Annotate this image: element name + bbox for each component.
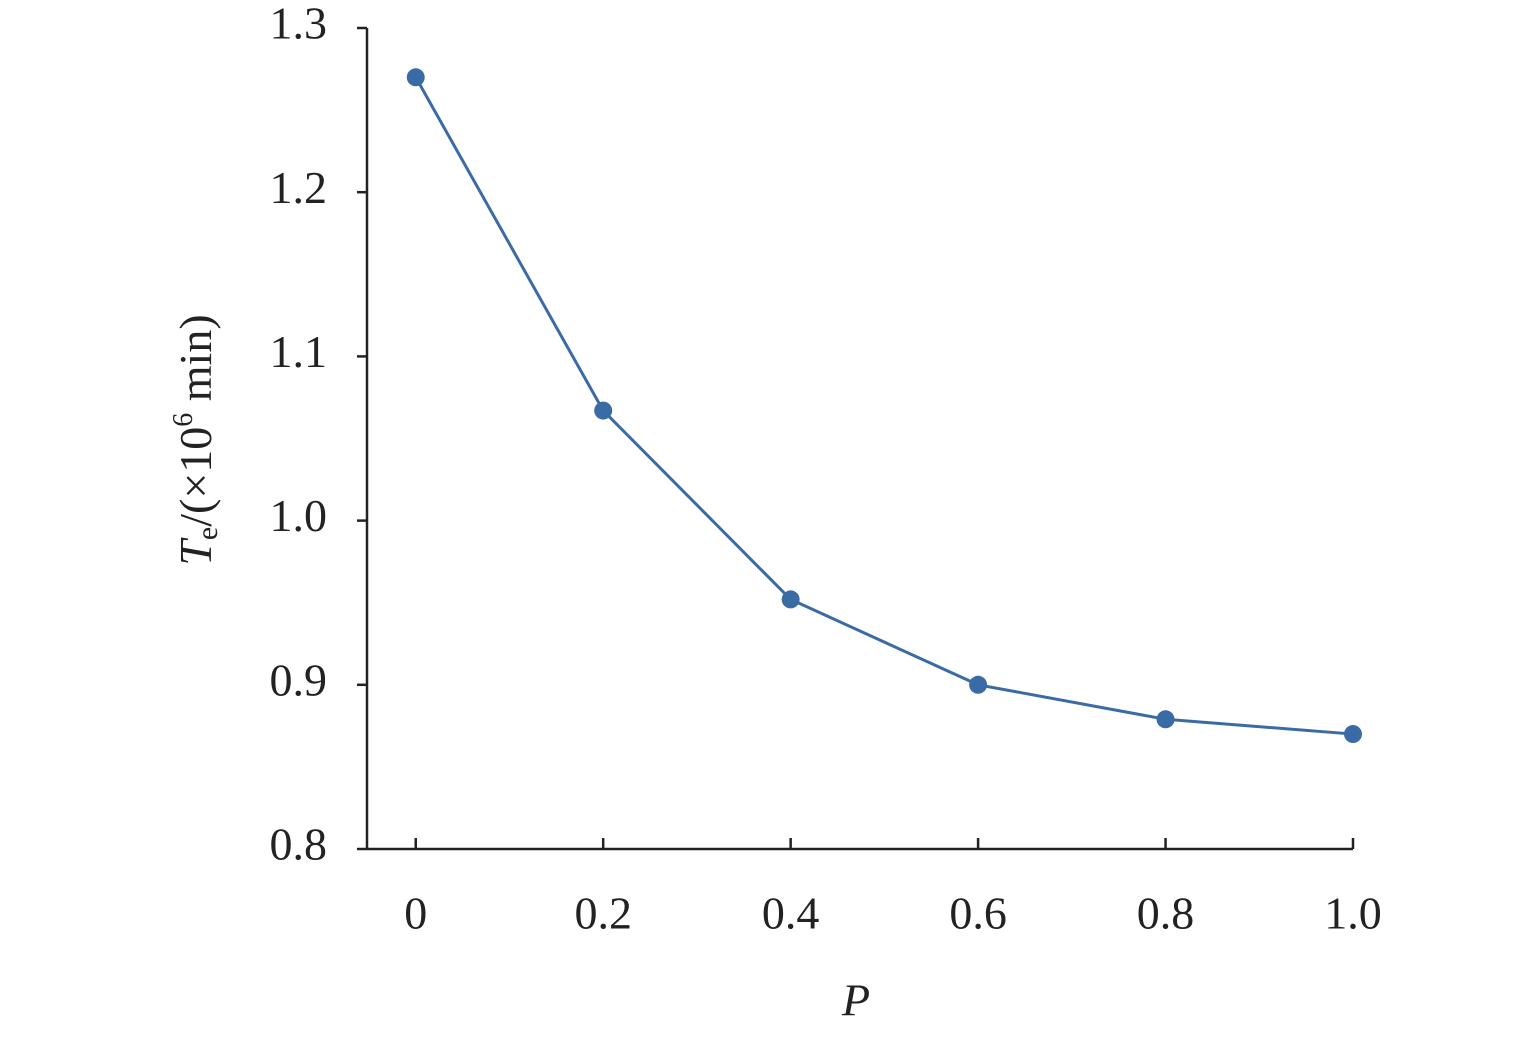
- y-tick-label: 0.8: [270, 819, 328, 870]
- y-label-exponent: 6: [168, 413, 199, 427]
- marker: [594, 401, 613, 420]
- marker: [781, 590, 800, 609]
- marker: [1344, 725, 1362, 744]
- y-tick-label: 1.1: [270, 326, 328, 377]
- y-tick-label: 1.3: [270, 0, 328, 49]
- marker: [969, 675, 988, 694]
- x-tick-label: 0.6: [949, 888, 1007, 939]
- y-label-unit: /(×10: [170, 427, 221, 527]
- x-tick-label: 0.8: [1137, 888, 1195, 939]
- marker: [406, 68, 425, 87]
- y-axis-label: Te/(×106 min): [168, 314, 223, 565]
- y-label-subscript: e: [191, 527, 224, 540]
- y-tick-label: 1.2: [270, 162, 328, 213]
- x-axis-label: P: [841, 975, 870, 1026]
- y-label-symbol: T: [170, 537, 221, 566]
- x-tick-label: 0.2: [574, 888, 632, 939]
- x-tick-label: 0: [404, 888, 427, 939]
- y-tick-label: 1.0: [270, 490, 328, 541]
- x-tick-label: 0.4: [762, 888, 820, 939]
- x-tick-label: 1.0: [1324, 888, 1382, 939]
- y-tick-label: 0.9: [270, 654, 328, 705]
- marker: [1156, 710, 1175, 729]
- y-label-unit-end: min): [170, 314, 221, 412]
- line: [414, 76, 1354, 736]
